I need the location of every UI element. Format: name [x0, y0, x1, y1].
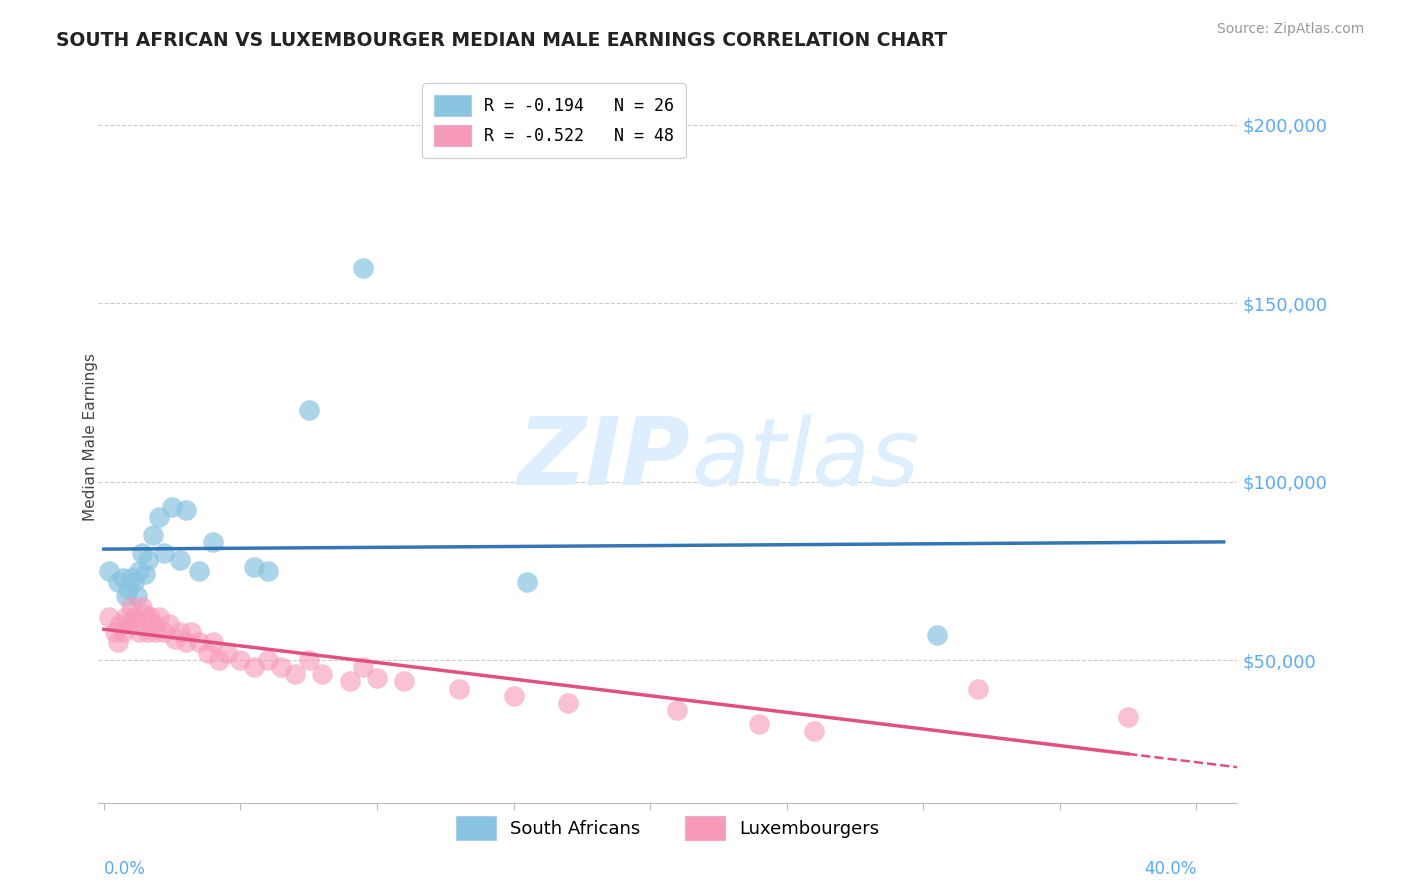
Point — [142, 528, 165, 542]
Point — [243, 560, 266, 574]
Point — [174, 635, 197, 649]
Point — [215, 646, 238, 660]
Point — [142, 617, 165, 632]
Point — [207, 653, 229, 667]
Point — [188, 564, 211, 578]
Point — [128, 624, 150, 639]
Point — [803, 724, 825, 739]
Point — [202, 535, 225, 549]
Point — [169, 553, 191, 567]
Point — [148, 610, 170, 624]
Point — [114, 589, 136, 603]
Text: SOUTH AFRICAN VS LUXEMBOURGER MEDIAN MALE EARNINGS CORRELATION CHART: SOUTH AFRICAN VS LUXEMBOURGER MEDIAN MAL… — [56, 31, 948, 50]
Point — [160, 500, 183, 514]
Y-axis label: Median Male Earnings: Median Male Earnings — [83, 353, 97, 521]
Point — [120, 571, 142, 585]
Point — [188, 635, 211, 649]
Text: ZIP: ZIP — [517, 413, 690, 505]
Point — [966, 681, 988, 696]
Point — [352, 260, 374, 275]
Point — [110, 617, 132, 632]
Point — [107, 574, 129, 589]
Point — [163, 632, 186, 646]
Point — [284, 667, 307, 681]
Point — [557, 696, 579, 710]
Point — [447, 681, 470, 696]
Point — [122, 610, 145, 624]
Point — [174, 503, 197, 517]
Point — [180, 624, 202, 639]
Point — [148, 510, 170, 524]
Point — [1116, 710, 1139, 724]
Point — [136, 624, 159, 639]
Text: atlas: atlas — [690, 414, 920, 505]
Point — [136, 553, 159, 567]
Text: 40.0%: 40.0% — [1144, 860, 1197, 878]
Point — [311, 667, 333, 681]
Text: Source: ZipAtlas.com: Source: ZipAtlas.com — [1216, 22, 1364, 37]
Point — [134, 607, 156, 621]
Point — [169, 624, 191, 639]
Point — [270, 660, 292, 674]
Point — [352, 660, 374, 674]
Point — [134, 567, 156, 582]
Point — [339, 674, 361, 689]
Point — [502, 689, 524, 703]
Point — [197, 646, 219, 660]
Point — [666, 703, 689, 717]
Point — [202, 635, 225, 649]
Point — [131, 546, 153, 560]
Point — [366, 671, 388, 685]
Point — [125, 617, 148, 632]
Point — [298, 403, 321, 417]
Point — [117, 582, 139, 596]
Point — [114, 610, 136, 624]
Point — [243, 660, 266, 674]
Point — [107, 635, 129, 649]
Point — [153, 546, 176, 560]
Text: 0.0%: 0.0% — [104, 860, 146, 878]
Point — [159, 617, 181, 632]
Point — [104, 624, 127, 639]
Point — [516, 574, 538, 589]
Point — [139, 610, 162, 624]
Point — [117, 617, 139, 632]
Point — [394, 674, 416, 689]
Point — [153, 624, 176, 639]
Point — [256, 653, 278, 667]
Point — [145, 624, 167, 639]
Point — [229, 653, 252, 667]
Point — [98, 610, 121, 624]
Point — [111, 624, 134, 639]
Legend: South Africans, Luxembourgers: South Africans, Luxembourgers — [447, 807, 889, 848]
Point — [925, 628, 948, 642]
Point — [120, 599, 142, 614]
Point — [125, 589, 148, 603]
Point — [131, 599, 153, 614]
Point — [122, 574, 145, 589]
Point — [748, 717, 770, 731]
Point — [256, 564, 278, 578]
Point — [98, 564, 121, 578]
Point — [298, 653, 321, 667]
Point — [128, 564, 150, 578]
Point — [111, 571, 134, 585]
